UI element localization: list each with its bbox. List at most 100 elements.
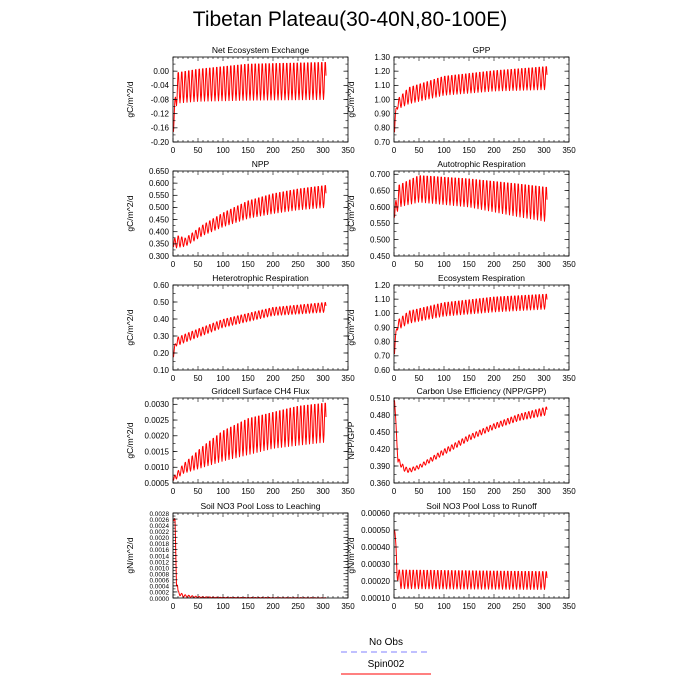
y-tick-label: 0.0005 [145,479,170,488]
chart-title: Gridcell Surface CH4 Flux [211,386,310,396]
x-tick-label: 250 [291,602,305,611]
x-tick-label: 50 [194,260,203,269]
x-tick-label: 250 [512,146,526,155]
x-tick-label: 300 [316,374,330,383]
x-tick-label: 50 [194,487,203,496]
y-tick-label: -0.08 [151,95,170,104]
chart-panel: 0 50 100 150 200 250 300 350 0.450 0.500 0.550 0.60… [346,159,576,269]
x-tick-label: 50 [415,374,424,383]
x-tick-label: 350 [562,602,576,611]
chart-title: Heterotrophic Respiration [212,273,309,283]
x-tick-label: 0 [392,487,397,496]
x-tick-label: 200 [487,602,501,611]
chart-panel: 0 50 100 150 200 250 300 350 0.70 0.80 0.90 1.00 1.1… [346,45,576,155]
y-tick-label: 0.0015 [145,447,170,456]
y-tick-label: 0.10 [153,366,169,375]
y-tick-label: 0.00060 [361,509,390,518]
x-tick-label: 250 [291,487,305,496]
y-tick-label: 0.700 [370,170,391,179]
x-tick-label: 0 [171,487,176,496]
x-tick-label: 50 [194,146,203,155]
y-tick-label: 1.20 [374,67,390,76]
x-tick-label: 300 [316,602,330,611]
chart-panel: 0 50 100 150 200 250 300 350 0.00010 0.00020 0.000… [346,501,576,611]
y-tick-label: 1.20 [374,281,390,290]
plot-frame [393,512,570,599]
y-tick-label: 0.0024 [149,523,169,530]
y-tick-label: 0.550 [149,191,170,200]
x-tick-label: 50 [415,260,424,269]
x-tick-label: 150 [462,602,476,611]
y-tick-label: 0.00050 [361,526,390,535]
y-tick-label: 1.00 [374,95,390,104]
chart-panel: 0 50 100 150 200 250 300 350 -0.20 -0.16 -0.12 -0.0… [125,45,355,155]
x-tick-label: 50 [415,487,424,496]
x-tick-label: 200 [487,374,501,383]
y-tick-label: 1.30 [374,53,390,62]
x-tick-label: 50 [194,602,203,611]
y-tick-label: 0.00030 [361,560,390,569]
chart-panel: 0 50 100 150 200 250 300 3500.00000.00020.00040… [125,501,355,611]
x-tick-label: 150 [462,487,476,496]
x-tick-label: 100 [216,374,230,383]
series-line [394,175,548,222]
x-tick-label: 350 [341,487,355,496]
y-tick-label: 0.350 [149,240,170,249]
y-axis-label: gC/m^2/d [346,309,356,345]
x-tick-label: 300 [537,260,551,269]
plot-frame [393,397,570,484]
x-tick-label: 350 [341,260,355,269]
y-tick-label: 0.400 [149,228,170,237]
y-tick-label: 0.650 [149,167,170,176]
x-tick-label: 150 [241,374,255,383]
y-tick-label: 0.0006 [149,578,169,585]
chart-title: NPP [252,159,270,169]
chart-panel: 0 50 100 150 200 250 300 350 0.10 0.20 0.30 0.40 0.5… [125,273,355,383]
plot-frame [393,284,570,371]
y-tick-label: 0.300 [149,252,170,261]
x-tick-label: 0 [392,146,397,155]
series-line [394,530,548,590]
y-tick-label: 0.500 [370,235,391,244]
x-tick-label: 200 [266,146,280,155]
y-tick-label: 0.0012 [149,559,169,566]
y-tick-label: 0.80 [374,337,390,346]
y-axis-label: gC/m^2/d [125,422,135,458]
x-tick-label: 100 [216,260,230,269]
y-tick-label: 0.0014 [149,553,169,560]
y-tick-label: 0.0022 [149,529,169,536]
x-tick-label: 250 [291,374,305,383]
chart-panel: 0 50 100 150 200 250 300 350 0.60 0.70 0.80 0.90 1.0… [346,273,576,383]
x-tick-label: 300 [537,602,551,611]
y-tick-label: 0.0018 [149,541,169,548]
x-tick-label: 250 [291,146,305,155]
chart-title: Soil NO3 Pool Loss to Leaching [200,501,320,511]
x-tick-label: 350 [341,602,355,611]
y-tick-label: 0.0010 [145,463,170,472]
x-tick-label: 0 [392,374,397,383]
x-tick-label: 150 [462,146,476,155]
x-tick-label: 100 [216,602,230,611]
x-tick-label: 50 [415,602,424,611]
x-tick-label: 200 [487,260,501,269]
x-tick-label: 250 [291,260,305,269]
x-tick-label: 250 [512,374,526,383]
plot-frame [172,512,349,599]
y-tick-label: 0.90 [374,109,390,118]
y-tick-label: 0.450 [370,252,391,261]
series-line [173,61,327,132]
y-tick-label: 0.00 [153,67,169,76]
x-tick-label: 250 [512,487,526,496]
x-tick-label: 300 [537,146,551,155]
y-axis-label: gN/m^2/d [125,537,135,573]
series-line [173,185,327,249]
y-axis-label: gN/m^2/d [346,537,356,573]
series-line [173,302,327,358]
y-axis-label: gC/m^2/d [125,309,135,345]
plot-frame [172,284,349,371]
x-tick-label: 200 [266,487,280,496]
x-tick-label: 0 [392,260,397,269]
x-tick-label: 200 [487,146,501,155]
x-tick-label: 0 [392,602,397,611]
